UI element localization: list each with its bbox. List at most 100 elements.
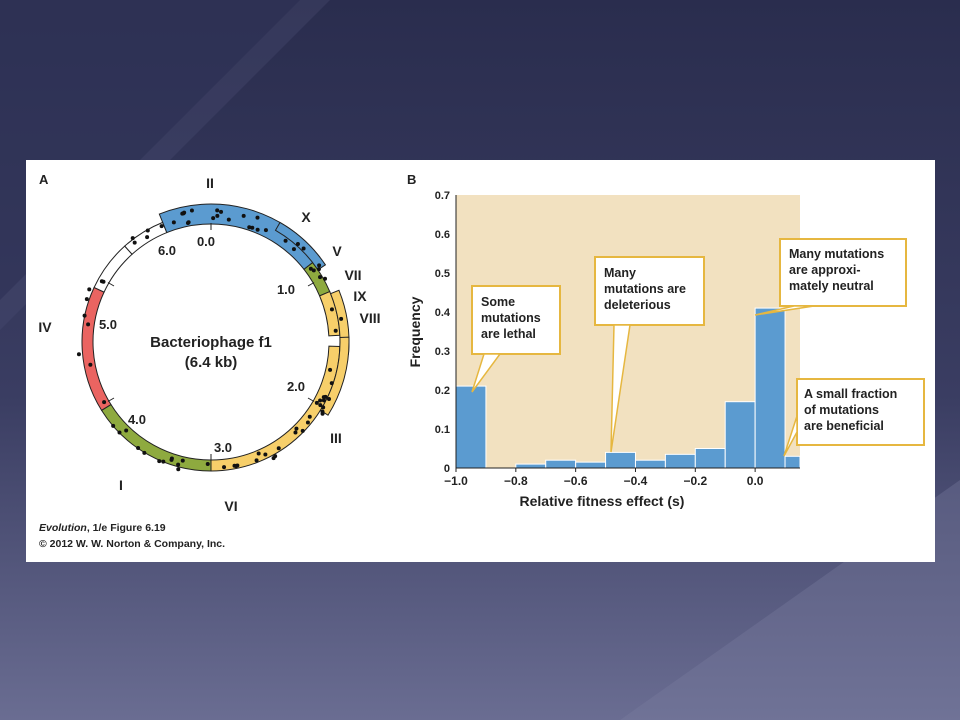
mutation-marker	[86, 322, 91, 327]
callout-neutral-line-2: are approxi-	[789, 263, 861, 277]
mutation-marker	[219, 209, 224, 214]
x-tick-label: −0.8	[504, 474, 528, 488]
y-tick-label: 0.2	[435, 385, 450, 397]
mutation-marker	[321, 398, 326, 403]
mutation-marker	[180, 458, 185, 463]
callout-lethal-line-1: Some	[481, 295, 515, 309]
mutation-marker	[323, 276, 328, 281]
mutation-marker	[226, 217, 231, 222]
mutation-marker	[215, 208, 220, 213]
y-tick-label: 0.6	[435, 229, 450, 241]
mutation-marker	[180, 211, 185, 216]
panel-a-label: A	[39, 172, 49, 187]
histogram-bar	[455, 385, 487, 469]
mutation-marker	[333, 328, 338, 333]
mutation-marker	[339, 316, 344, 321]
scale-tick	[107, 282, 115, 287]
gene-segment-vi-i	[100, 403, 212, 472]
callout-beneficial: A small fraction of mutations are benefi…	[783, 378, 925, 457]
mutation-marker	[300, 428, 305, 433]
mutation-marker	[159, 224, 164, 229]
position-label-4: 4.0	[128, 412, 146, 427]
mutation-marker	[102, 400, 107, 405]
histogram-bar	[754, 307, 786, 469]
mutation-marker	[293, 430, 298, 435]
mutation-marker	[329, 307, 334, 312]
mutation-marker	[295, 242, 300, 247]
scale-tick	[307, 397, 315, 402]
mutation-marker	[176, 467, 181, 472]
gene-label-v: V	[332, 243, 342, 259]
mutation-marker	[307, 414, 312, 419]
callout-deleterious-line-3: deleterious	[604, 298, 671, 312]
y-tick-labels: 0 0.1 0.2 0.3 0.4 0.5 0.6 0.7	[435, 190, 451, 475]
mutation-marker	[254, 458, 259, 463]
x-axis-title: Relative fitness effect (s)	[520, 493, 685, 509]
callout-lethal-line-3: are lethal	[481, 327, 536, 341]
gene-label-viii: VIII	[359, 310, 380, 326]
figure-caption: Evolution, 1/e Figure 6.19	[39, 522, 166, 534]
mutation-marker	[328, 367, 333, 372]
mutation-marker	[329, 381, 334, 386]
histogram-bar	[575, 461, 607, 469]
mutation-marker	[283, 238, 288, 243]
figure-canvas: A B Bacteriophage f1 (6.4 kb) II X V VII…	[38, 172, 925, 514]
mutation-marker	[99, 279, 104, 284]
mutation-marker	[320, 411, 325, 416]
mutation-marker	[291, 247, 296, 252]
mutation-marker	[294, 426, 299, 431]
mutation-marker	[318, 275, 323, 280]
y-axis-title: Frequency	[407, 296, 423, 367]
mutation-marker	[318, 398, 323, 403]
mutation-marker	[222, 465, 227, 470]
mutation-marker	[124, 428, 129, 433]
panel-b-label: B	[407, 172, 416, 187]
y-tick-label: 0.4	[435, 307, 451, 319]
callout-beneficial-line-2: of mutations	[804, 403, 879, 417]
callout-neutral-line-3: mately neutral	[789, 279, 874, 293]
mutation-marker	[176, 462, 181, 467]
callout-deleterious-line-2: mutations are	[604, 282, 686, 296]
mutation-marker	[241, 213, 246, 218]
histogram-bar	[605, 451, 636, 469]
gene-label-iv: IV	[38, 319, 52, 335]
mutation-marker	[211, 216, 216, 221]
mutation-marker	[76, 352, 81, 357]
mutation-marker	[305, 420, 310, 425]
mutation-marker	[157, 459, 162, 464]
mutation-marker	[186, 220, 191, 225]
callout-neutral-line-1: Many mutations	[789, 247, 884, 261]
position-label-1: 1.0	[277, 282, 295, 297]
mutation-marker	[271, 456, 276, 461]
position-label-6: 6.0	[158, 243, 176, 258]
mutation-marker	[161, 459, 166, 464]
x-tick-labels: −1.0 −0.8 −0.6 −0.4 −0.2 0.0	[444, 468, 764, 488]
genome-size: (6.4 kb)	[185, 354, 238, 371]
position-label-3: 3.0	[214, 440, 232, 455]
mutation-marker	[87, 287, 92, 292]
histogram-bar	[784, 455, 801, 469]
mutation-marker	[234, 464, 239, 469]
gene-label-x: X	[301, 209, 311, 225]
x-tick-label: −1.0	[444, 474, 468, 488]
y-tick-label: 0	[444, 463, 450, 475]
histogram-bar	[634, 459, 666, 469]
mutation-marker	[311, 268, 316, 273]
mutation-marker	[317, 263, 322, 268]
mutation-marker	[145, 228, 150, 233]
gene-label-iii: III	[330, 430, 342, 446]
histogram-bar	[515, 463, 547, 469]
mutation-marker	[117, 430, 122, 435]
genome-title: Bacteriophage f1	[150, 334, 272, 351]
mutation-marker	[205, 461, 210, 466]
copyright-line: © 2012 W. W. Norton & Company, Inc.	[39, 538, 226, 550]
mutation-marker	[82, 313, 87, 318]
histogram-bar	[694, 448, 726, 469]
mutation-marker	[255, 215, 260, 220]
gene-label-ix: IX	[353, 288, 367, 304]
mutation-marker	[314, 400, 319, 405]
mutation-marker	[142, 450, 147, 455]
y-tick-label: 0.1	[435, 424, 450, 436]
x-tick-label: 0.0	[747, 474, 764, 488]
histogram-bar	[724, 401, 756, 469]
